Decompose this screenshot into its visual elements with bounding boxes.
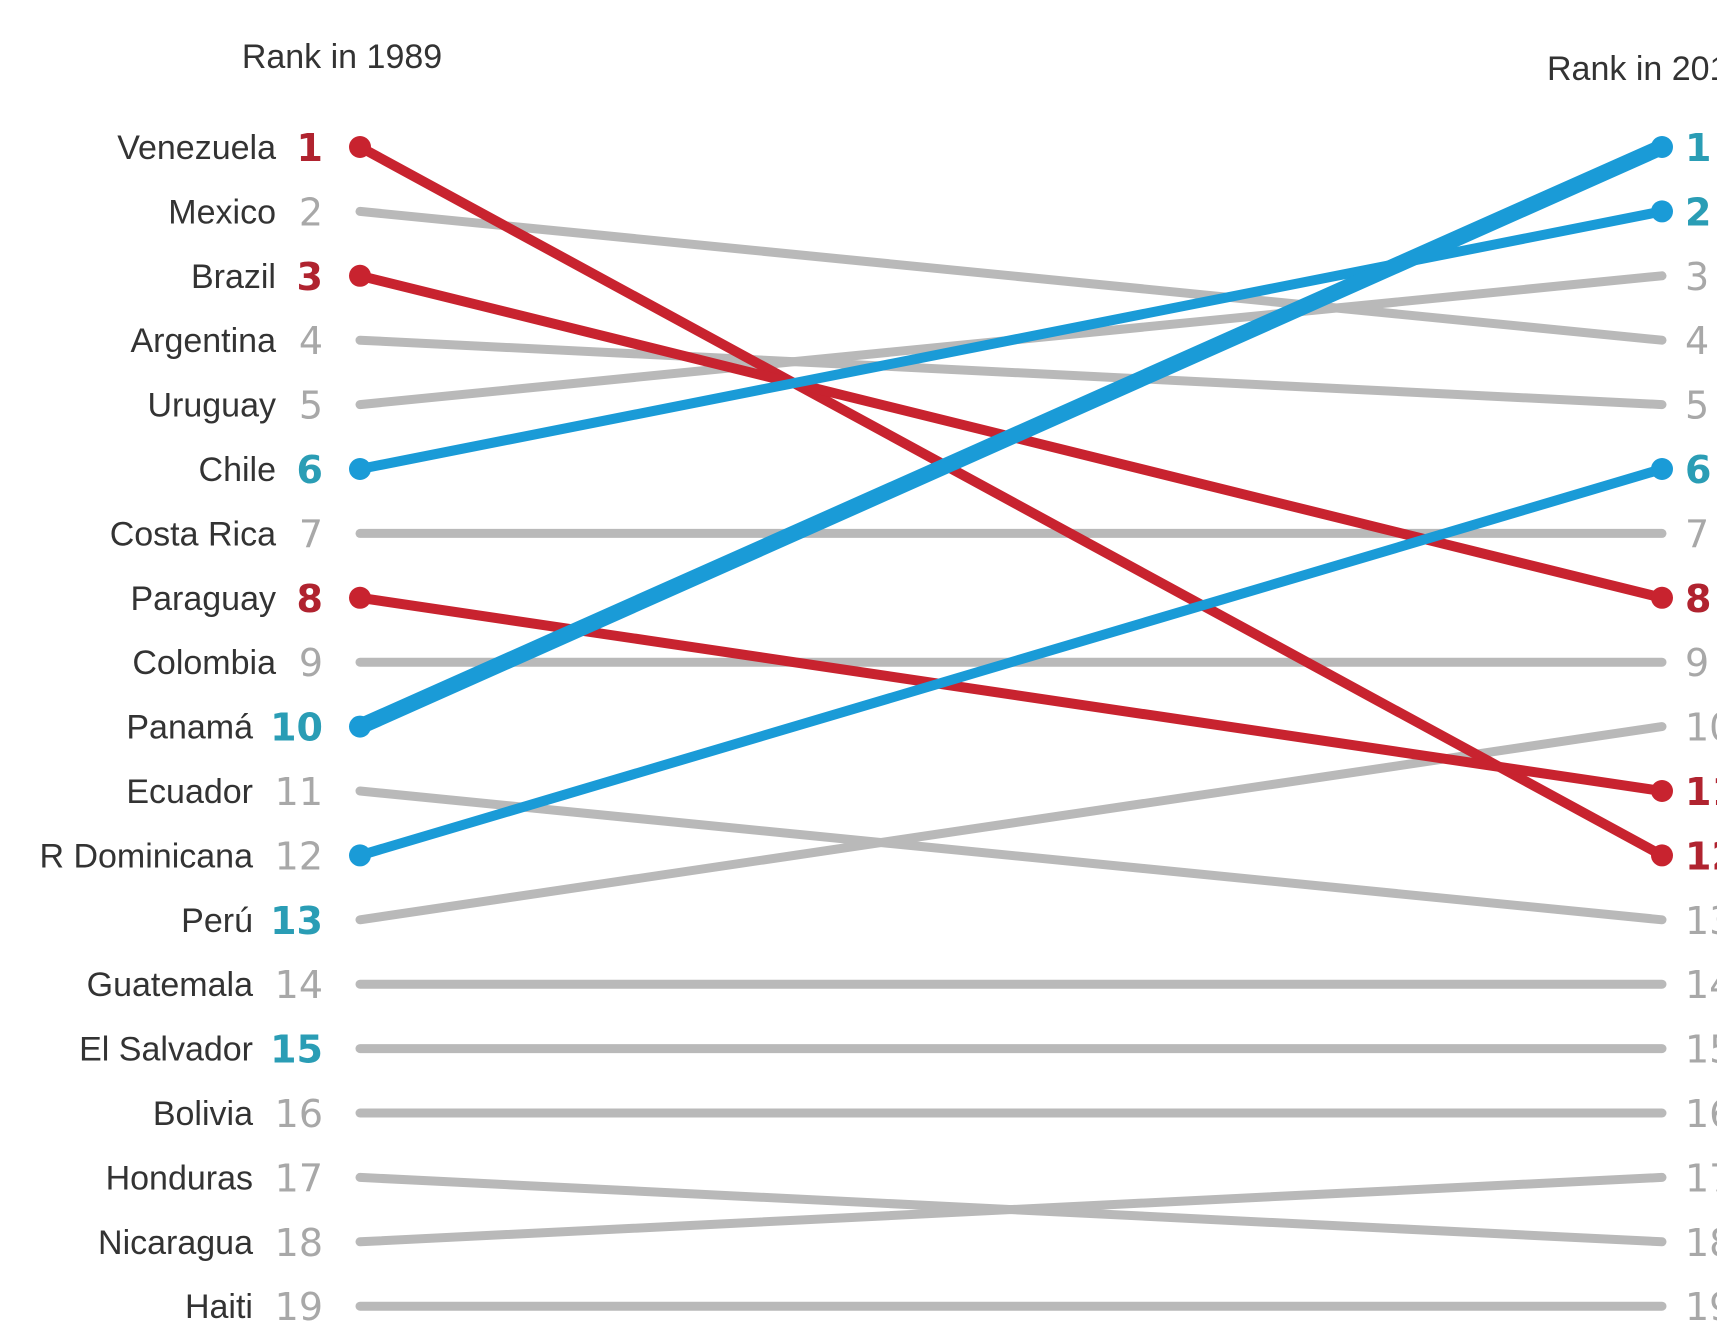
right-rank-11: 11 — [1685, 770, 1717, 814]
right-rank-7: 7 — [1685, 512, 1709, 556]
right-rank-9: 9 — [1685, 641, 1709, 685]
slope-line-per- — [355, 722, 1667, 925]
left-axis-header: Rank in 1989 — [242, 38, 442, 76]
country-label-brazil: Brazil — [191, 258, 276, 296]
right-rank-15: 15 — [1685, 1028, 1717, 1072]
right-rank-14: 14 — [1685, 963, 1717, 1007]
left-rank-colombia: 9 — [299, 641, 323, 685]
left-rank-brazil: 3 — [297, 255, 323, 299]
country-label-bolivia: Bolivia — [153, 1095, 253, 1133]
country-label-haiti: Haiti — [185, 1288, 253, 1326]
country-label-colombia: Colombia — [132, 644, 276, 682]
right-dot-brazil — [1651, 586, 1673, 609]
left-rank-venezuela: 1 — [297, 126, 323, 170]
country-label-panam-: Panamá — [126, 709, 253, 747]
slope-lines — [349, 136, 1673, 1311]
country-label-guatemala: Guatemala — [87, 966, 253, 1004]
right-rank-12: 12 — [1685, 834, 1717, 878]
left-rank-mexico: 2 — [299, 190, 323, 234]
slope-line-chile — [355, 206, 1667, 474]
country-label-r-dominicana: R Dominicana — [39, 837, 253, 875]
right-rank-2: 2 — [1685, 190, 1711, 234]
country-label-costa-rica: Costa Rica — [110, 515, 276, 553]
country-label-chile: Chile — [199, 451, 276, 489]
slope-line-r-dominicana — [355, 464, 1667, 861]
left-rank-bolivia: 16 — [275, 1092, 323, 1136]
right-rank-19: 19 — [1685, 1285, 1717, 1328]
slope-line-mexico — [355, 206, 1667, 345]
left-dot-chile — [349, 458, 371, 480]
right-rank-6: 6 — [1685, 448, 1711, 492]
right-rank-13: 13 — [1685, 899, 1717, 943]
country-label-per-: Perú — [181, 902, 253, 940]
right-rank-5: 5 — [1685, 384, 1709, 428]
left-rank-honduras: 17 — [275, 1156, 323, 1200]
right-rank-3: 3 — [1685, 255, 1709, 299]
right-rank-10: 10 — [1685, 706, 1717, 750]
slope-line-venezuela — [355, 142, 1667, 861]
left-rank-el-salvador: 15 — [270, 1028, 323, 1072]
left-dot-paraguay — [349, 586, 371, 609]
country-label-ecuador: Ecuador — [126, 773, 253, 811]
left-rank-argentina: 4 — [299, 319, 323, 363]
left-rank-ecuador: 11 — [275, 770, 323, 814]
right-rank-16: 16 — [1685, 1092, 1717, 1136]
country-label-paraguay: Paraguay — [130, 580, 276, 618]
right-dot-r-dominicana — [1651, 458, 1673, 480]
slope-line-argentina — [355, 335, 1667, 410]
left-dot-venezuela — [349, 136, 371, 158]
country-label-honduras: Honduras — [106, 1159, 253, 1197]
right-dot-venezuela — [1651, 844, 1673, 867]
left-rank-costa-rica: 7 — [299, 512, 323, 556]
left-rank-chile: 6 — [297, 448, 323, 492]
left-rank-r-dominicana: 12 — [275, 834, 323, 878]
country-label-el-salvador: El Salvador — [79, 1031, 253, 1069]
right-rank-4: 4 — [1685, 319, 1709, 363]
right-rank-18: 18 — [1685, 1221, 1717, 1265]
slope-line-paraguay — [355, 592, 1667, 796]
left-rank-per-: 13 — [270, 899, 323, 943]
slope-line-nicaragua — [355, 1172, 1667, 1247]
right-dot-paraguay — [1651, 780, 1673, 802]
right-dot-chile — [1651, 200, 1673, 223]
rank-labels: Venezuela 1 Mexico 2 Brazil 3 Argentina 4 Urugua… — [39, 126, 1717, 1328]
left-rank-paraguay: 8 — [297, 577, 323, 621]
right-axis-header: Rank in 201 — [1547, 50, 1717, 88]
left-rank-guatemala: 14 — [275, 963, 323, 1007]
slope-line-panam- — [352, 139, 1670, 735]
country-label-nicaragua: Nicaragua — [98, 1224, 253, 1262]
left-rank-haiti: 19 — [275, 1285, 323, 1328]
right-rank-1: 1 — [1685, 126, 1711, 170]
country-label-mexico: Mexico — [168, 193, 276, 231]
right-rank-8: 8 — [1685, 577, 1711, 621]
country-label-venezuela: Venezuela — [117, 129, 276, 167]
left-dot-r-dominicana — [349, 844, 371, 867]
left-rank-nicaragua: 18 — [275, 1221, 323, 1265]
slope-line-ecuador — [355, 786, 1667, 925]
left-dot-brazil — [349, 264, 371, 287]
country-label-argentina: Argentina — [130, 322, 276, 360]
right-dot-panam- — [1651, 136, 1673, 158]
left-dot-panam- — [349, 715, 371, 738]
left-rank-panam-: 10 — [270, 706, 323, 750]
right-rank-17: 17 — [1685, 1156, 1717, 1200]
left-rank-uruguay: 5 — [299, 384, 323, 428]
country-label-uruguay: Uruguay — [147, 387, 276, 425]
